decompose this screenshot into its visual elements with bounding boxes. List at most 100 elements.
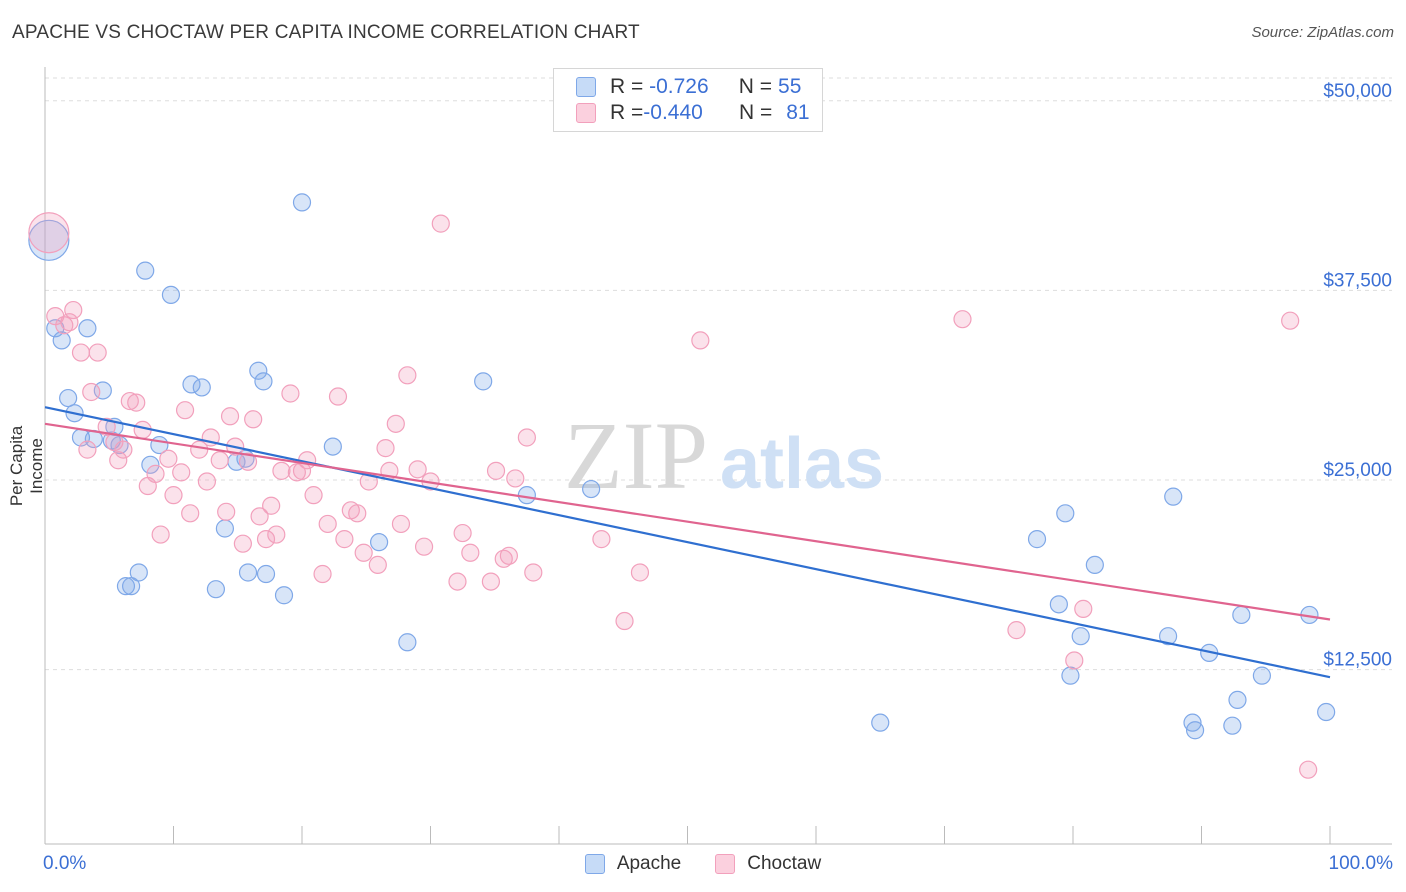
choctaw-point (328, 387, 348, 406)
r-value-choctaw: -0.440 (643, 101, 703, 124)
choctaw-point (181, 504, 200, 523)
r-value-apache: -0.726 (649, 75, 709, 98)
y-tick-label: $50,000 (1323, 81, 1392, 102)
apache-point (1317, 702, 1336, 722)
apache-point (1228, 690, 1247, 710)
legend-item-apache[interactable]: Apache (584, 850, 682, 878)
choctaw-point (1007, 621, 1026, 640)
choctaw-point (233, 534, 252, 553)
choctaw-point (281, 384, 300, 403)
choctaw-point (318, 514, 337, 534)
choctaw-point (164, 486, 183, 505)
apache-point (121, 577, 141, 596)
y-tick-label: $25,000 (1323, 460, 1392, 481)
choctaw-point (217, 502, 236, 521)
apache-point (215, 519, 234, 538)
apache-point (398, 633, 417, 652)
apache-point (52, 331, 71, 350)
choctaw-point (615, 611, 634, 631)
apache-point (1158, 627, 1178, 646)
choctaw-point (250, 507, 269, 526)
choctaw-swatch (576, 103, 596, 123)
choctaw-point (499, 546, 518, 565)
chart-title: APACHE VS CHOCTAW PER CAPITA INCOME CORR… (12, 22, 640, 43)
choctaw-point (64, 300, 83, 320)
choctaw-point (210, 451, 229, 470)
series-apache (28, 193, 1336, 740)
apache-point (1232, 605, 1251, 625)
apache-point (1185, 721, 1205, 740)
y-tick-label: $12,500 (1323, 650, 1392, 671)
choctaw-point (175, 401, 195, 420)
choctaw-point (453, 523, 472, 543)
apache-point (59, 388, 78, 408)
apache-point (136, 261, 155, 280)
apache-point (78, 319, 97, 338)
apache-swatch (576, 77, 596, 97)
choctaw-legend-swatch (715, 854, 736, 874)
choctaw-point (408, 460, 427, 479)
apache-point (161, 285, 181, 305)
choctaw-point (109, 451, 128, 470)
legend-label-choctaw: Choctaw (747, 853, 822, 874)
choctaw-trend-line (44, 422, 1331, 621)
choctaw-point (120, 391, 139, 411)
y-tick-labels: $12,500 $25,000 $37,500 $50,000 (1323, 81, 1392, 671)
correlation-legend: R = -0.726 N = 55 R = -0.440 N = 81 (553, 68, 823, 132)
apache-point (1071, 627, 1090, 646)
n-value-choctaw: 81 (786, 101, 810, 124)
apache-point (1252, 666, 1271, 685)
watermark-atlas: atlas (720, 424, 884, 504)
choctaw-point (630, 563, 650, 582)
choctaw-point (159, 449, 178, 468)
choctaw-point (486, 461, 506, 480)
choctaw-point (256, 530, 276, 549)
choctaw-point (28, 212, 70, 254)
apache-point (182, 375, 201, 394)
apache-point (274, 586, 294, 605)
choctaw-point (82, 382, 101, 402)
n-label: N = (738, 101, 773, 124)
apache-point (871, 713, 890, 732)
choctaw-point (97, 417, 116, 436)
choctaw-point (481, 572, 500, 591)
choctaw-point (1281, 311, 1300, 330)
choctaw-point (1299, 760, 1318, 779)
apache-legend-swatch (584, 854, 605, 874)
choctaw-point (262, 496, 281, 515)
choctaw-point (127, 393, 146, 412)
apache-point (238, 563, 258, 582)
apache-point (1164, 487, 1183, 506)
apache-point (206, 580, 226, 599)
apache-point (323, 437, 342, 456)
choctaw-point (114, 440, 133, 459)
legend-row-choctaw: R = -0.440 N = 81 (576, 100, 810, 126)
choctaw-point (391, 514, 411, 534)
choctaw-point (197, 472, 217, 491)
choctaw-point (272, 461, 291, 480)
apache-point (129, 563, 148, 582)
choctaw-point (398, 366, 417, 385)
apache-point (93, 381, 112, 400)
apache-point (256, 564, 276, 584)
choctaw-point (220, 407, 240, 426)
choctaw-point (88, 343, 107, 362)
choctaw-point (386, 414, 405, 433)
apache-point (370, 533, 389, 552)
y-tick-label: $37,500 (1323, 270, 1392, 291)
r-label: R = (610, 75, 644, 98)
watermark-zip: ZIP (564, 402, 708, 509)
choctaw-point (517, 428, 536, 447)
choctaw-point (354, 543, 373, 562)
apache-point (582, 479, 601, 499)
choctaw-point (431, 214, 450, 233)
apache-point (1085, 555, 1104, 575)
apache-point (192, 378, 211, 397)
axes (44, 67, 1392, 845)
legend-label-apache: Apache (616, 853, 682, 874)
choctaw-point (151, 525, 170, 544)
x-tick-label: 0.0% (43, 853, 86, 874)
legend-item-choctaw[interactable]: Choctaw (715, 850, 821, 878)
r-label: R = (610, 101, 644, 124)
